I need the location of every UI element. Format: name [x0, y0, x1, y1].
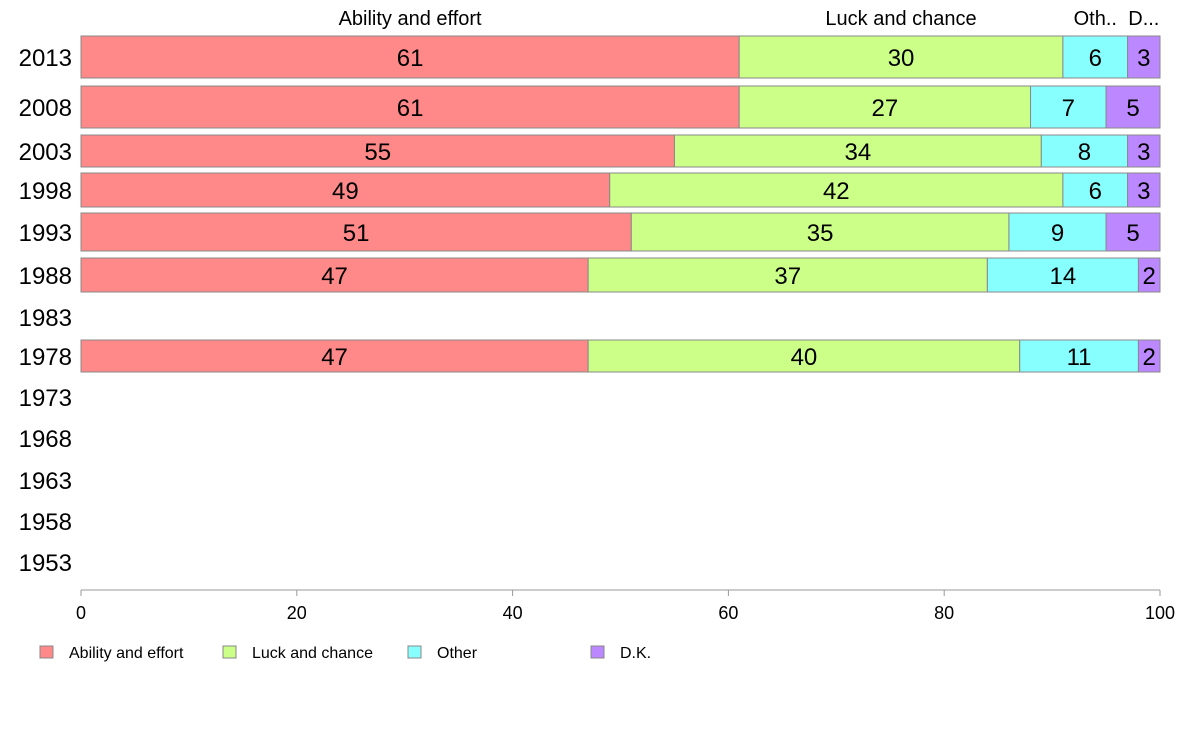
- year-label-1998: 1998: [19, 178, 72, 205]
- value-label-1993-series-1: 35: [807, 220, 834, 247]
- value-label-1998-series-0: 49: [332, 178, 359, 205]
- value-label-2013-series-1: 30: [888, 45, 915, 72]
- year-label-1978: 1978: [19, 344, 72, 371]
- x-tick-label-40: 40: [503, 603, 523, 623]
- legend-label-0: Ability and effort: [69, 645, 184, 662]
- year-label-1968: 1968: [19, 426, 72, 453]
- year-label-1958: 1958: [19, 509, 72, 536]
- bar-2008-series-1: [738, 85, 1032, 129]
- value-label-2008-series-1: 27: [872, 95, 899, 122]
- legend-label-1: Luck and chance: [252, 645, 373, 662]
- bar-1998-series-3: [1127, 172, 1161, 208]
- x-tick-label-80: 80: [934, 603, 954, 623]
- value-label-1988-series-3: 2: [1143, 263, 1156, 290]
- bar-1988-series-0: [80, 257, 589, 293]
- legend-swatch-3: [590, 645, 605, 659]
- bar-1993-series-3: [1105, 212, 1161, 252]
- bar-1998-series-1: [609, 172, 1064, 208]
- bar-1978-series-1: [587, 339, 1021, 373]
- bar-2008-series-3: [1105, 85, 1161, 129]
- value-label-1978-series-2: 11: [1067, 344, 1092, 371]
- x-axis: 0 20 40 60 80 100: [76, 589, 1175, 623]
- value-label-1988-series-0: 47: [321, 263, 348, 290]
- year-label-1983: 1983: [19, 305, 72, 332]
- top-series-labels: Ability and effort Luck and chance Oth.. D.…: [339, 8, 1160, 30]
- bar-1988-series-2: [986, 257, 1139, 293]
- year-label-2003: 2003: [19, 139, 72, 166]
- legend-swatch-1: [222, 645, 237, 659]
- x-tick-label-100: 100: [1145, 603, 1175, 623]
- value-label-1978-series-1: 40: [791, 344, 818, 371]
- bar-2013-series-3: [1127, 35, 1161, 79]
- bar-2003-series-3: [1127, 134, 1161, 168]
- value-label-1978-series-3: 2: [1143, 344, 1156, 371]
- x-tick-label-20: 20: [287, 603, 307, 623]
- value-label-1993-series-3: 5: [1126, 220, 1139, 247]
- value-label-2013-series-0: 61: [397, 45, 424, 72]
- value-label-2003-series-2: 8: [1078, 139, 1091, 166]
- value-label-2008-series-0: 61: [397, 95, 424, 122]
- bar-1993-series-0: [80, 212, 632, 252]
- value-label-1993-series-2: 9: [1051, 220, 1064, 247]
- value-label-2013-series-2: 6: [1089, 45, 1102, 72]
- value-label-2003-series-1: 34: [845, 139, 872, 166]
- year-label-1963: 1963: [19, 468, 72, 495]
- legend-swatch-2: [407, 645, 422, 659]
- year-label-1973: 1973: [19, 385, 72, 412]
- top-label-series-0: Ability and effort: [339, 8, 482, 30]
- x-tick-label-0: 0: [76, 603, 86, 623]
- bar-2013-series-1: [738, 35, 1064, 79]
- bar-1988-series-3: [1137, 257, 1161, 293]
- legend: Ability and effort Luck and chance Other D.…: [39, 645, 651, 662]
- value-label-1988-series-2: 14: [1050, 263, 1077, 290]
- value-label-1988-series-1: 37: [774, 263, 801, 290]
- bar-1988-series-1: [587, 257, 988, 293]
- bar-2008-series-0: [80, 85, 740, 129]
- legend-label-3: D.K.: [620, 645, 651, 662]
- top-label-series-2: Oth..: [1074, 8, 1117, 30]
- year-label-2008: 2008: [19, 95, 72, 122]
- bar-2003-series-1: [673, 134, 1042, 168]
- value-label-1978-series-0: 47: [321, 344, 348, 371]
- value-label-2008-series-3: 5: [1126, 95, 1139, 122]
- bar-1978-series-2: [1019, 339, 1139, 373]
- value-label-2013-series-3: 3: [1137, 45, 1150, 72]
- year-label-1993: 1993: [19, 220, 72, 247]
- value-label-1998-series-1: 42: [823, 178, 850, 205]
- value-label-1998-series-3: 3: [1137, 178, 1150, 205]
- bar-1978-series-0: [80, 339, 589, 373]
- bar-1998-series-0: [80, 172, 611, 208]
- bar-2008-series-2: [1030, 85, 1107, 129]
- bar-1978-series-3: [1137, 339, 1161, 373]
- x-tick-label-60: 60: [718, 603, 738, 623]
- value-label-2003-series-0: 55: [364, 139, 391, 166]
- year-label-1988: 1988: [19, 263, 72, 290]
- legend-swatch-0: [39, 645, 54, 659]
- year-label-1953: 1953: [19, 550, 72, 577]
- bar-2013-series-0: [80, 35, 740, 79]
- bar-2003-series-0: [80, 134, 675, 168]
- year-labels: 2013 2008 2003 1998 1993 1988 1983 1978 1973 1968…: [19, 45, 72, 577]
- top-label-series-3: D...: [1128, 8, 1159, 30]
- year-label-2013: 2013: [19, 45, 72, 72]
- value-label-1998-series-2: 6: [1089, 178, 1102, 205]
- value-label-2003-series-3: 3: [1137, 139, 1150, 166]
- value-label-2008-series-2: 7: [1062, 95, 1075, 122]
- bar-1993-series-2: [1008, 212, 1107, 252]
- legend-label-2: Other: [437, 645, 478, 662]
- value-label-1993-series-0: 51: [343, 220, 370, 247]
- bars-layer: 61 30 6 361 27 7 555 34 8 349 42 6 351 35 9 547 37 14 247 4…: [80, 35, 1161, 373]
- bar-2013-series-2: [1062, 35, 1129, 79]
- top-label-series-1: Luck and chance: [825, 8, 976, 30]
- bar-1993-series-1: [630, 212, 1010, 252]
